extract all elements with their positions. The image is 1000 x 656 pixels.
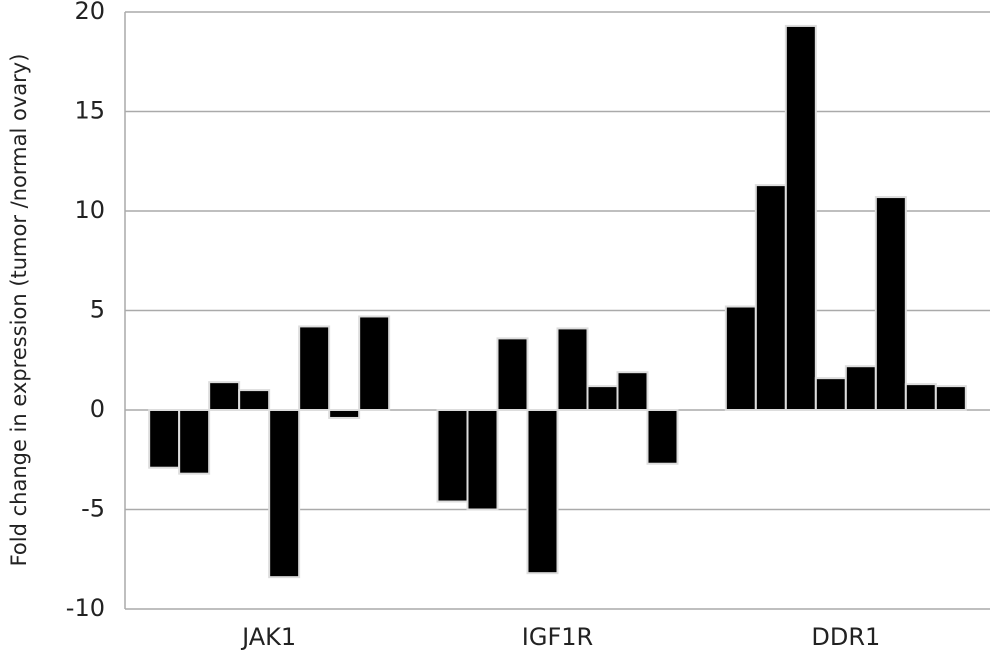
bar — [556, 327, 589, 411]
y-tick-label: 10 — [74, 196, 105, 224]
bar — [328, 409, 361, 419]
bar — [238, 389, 271, 412]
y-tick-label: -10 — [66, 594, 105, 622]
x-tick-label: JAK1 — [240, 623, 296, 651]
bar — [784, 24, 817, 412]
bar — [724, 305, 757, 411]
y-tick-label: -5 — [81, 495, 105, 523]
bar — [148, 409, 181, 469]
y-tick-label: 15 — [74, 97, 105, 125]
y-axis-title: Fold change in expression (tumor /normal… — [7, 54, 31, 567]
bar — [178, 409, 211, 475]
bar — [874, 196, 907, 411]
bar — [934, 385, 967, 411]
y-tick-label: 0 — [90, 395, 105, 423]
y-tick-label: 20 — [74, 0, 105, 25]
y-tick-label: 5 — [90, 296, 105, 324]
bar — [358, 315, 391, 411]
bar — [844, 365, 877, 411]
x-tick-label: DDR1 — [811, 623, 880, 651]
bar — [586, 385, 619, 411]
x-tick-label: IGF1R — [522, 623, 593, 651]
bar — [526, 409, 559, 575]
bar — [208, 381, 241, 412]
bar — [904, 383, 937, 412]
bar — [436, 409, 469, 503]
bar — [466, 409, 499, 511]
bar — [616, 371, 649, 412]
bar — [268, 409, 301, 579]
bar — [496, 337, 529, 411]
bar — [754, 184, 787, 411]
bar — [814, 377, 847, 412]
bar — [298, 325, 331, 412]
bar — [646, 409, 679, 465]
